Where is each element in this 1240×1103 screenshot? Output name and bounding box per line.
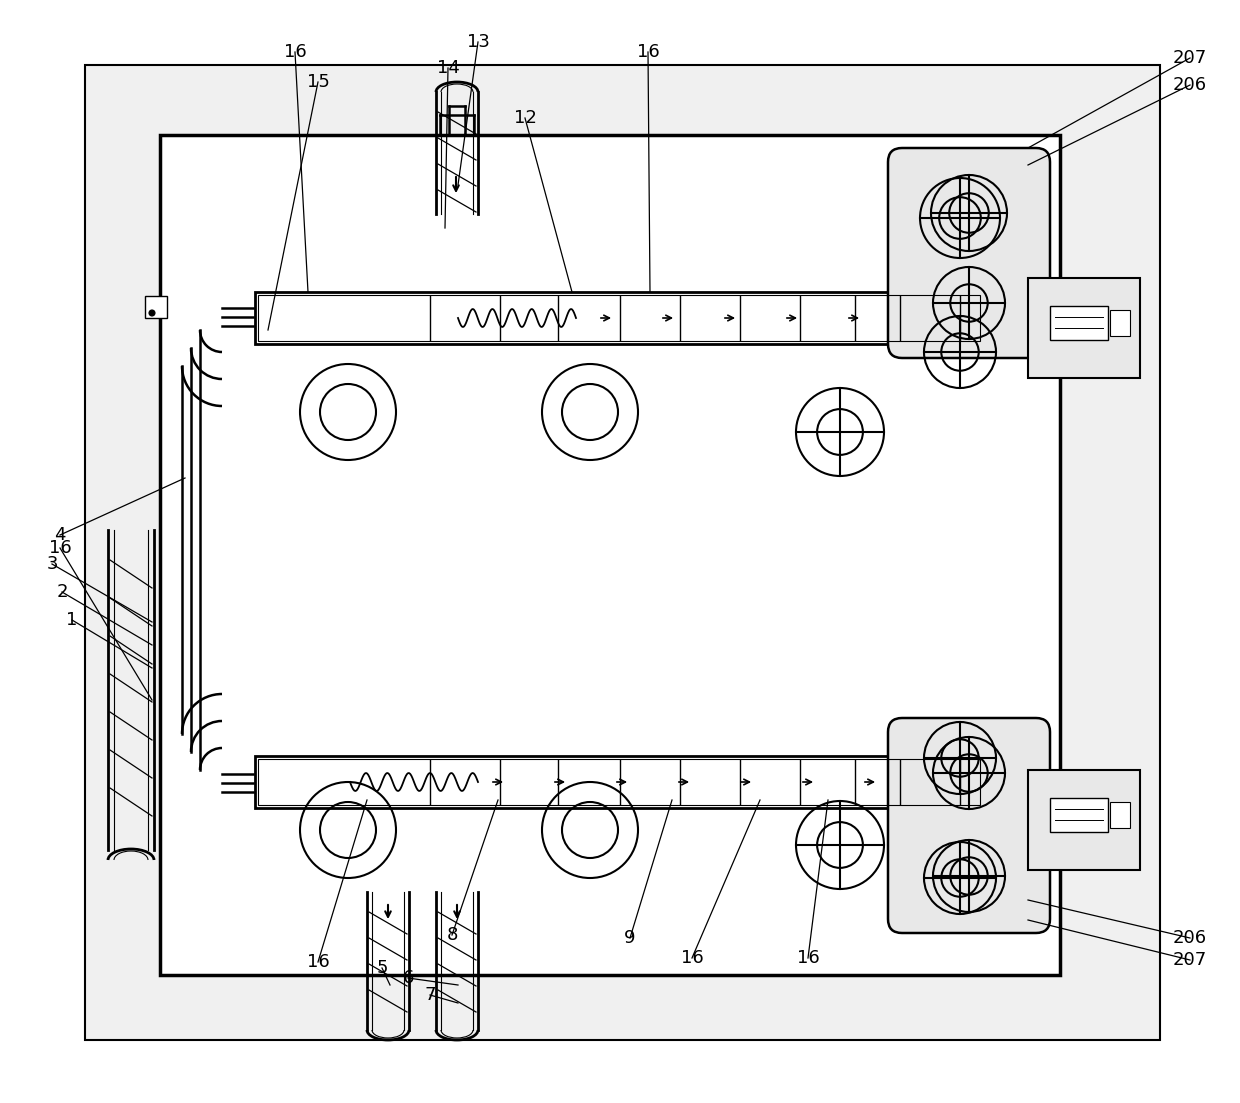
Text: 6: 6 <box>402 970 414 987</box>
Text: 16: 16 <box>796 949 820 967</box>
Bar <box>258 759 980 805</box>
Text: 5: 5 <box>376 959 388 977</box>
Text: 9: 9 <box>624 929 636 947</box>
Text: 16: 16 <box>636 43 660 61</box>
Text: 14: 14 <box>436 58 460 77</box>
Text: 15: 15 <box>306 73 330 92</box>
Text: 16: 16 <box>306 953 330 971</box>
Text: 13: 13 <box>466 33 490 51</box>
Bar <box>1050 797 1109 832</box>
FancyBboxPatch shape <box>888 148 1050 358</box>
Text: 8: 8 <box>446 927 458 944</box>
Bar <box>255 292 983 344</box>
Text: 3: 3 <box>46 555 58 572</box>
Bar <box>1050 306 1109 340</box>
Text: 16: 16 <box>284 43 306 61</box>
Bar <box>160 135 1060 975</box>
Text: 16: 16 <box>48 539 72 557</box>
Text: 206: 206 <box>1173 76 1207 94</box>
Text: 207: 207 <box>1173 49 1207 67</box>
Bar <box>258 295 980 341</box>
Bar <box>1110 802 1130 828</box>
Circle shape <box>149 310 155 315</box>
Text: 1: 1 <box>66 611 78 629</box>
Bar <box>1028 278 1140 378</box>
Bar <box>1110 310 1130 336</box>
Text: 206: 206 <box>1173 929 1207 947</box>
Bar <box>255 756 983 808</box>
Text: 207: 207 <box>1173 951 1207 970</box>
Text: 16: 16 <box>681 949 703 967</box>
Bar <box>1028 770 1140 870</box>
FancyBboxPatch shape <box>888 718 1050 933</box>
Text: 12: 12 <box>513 109 537 127</box>
Text: 4: 4 <box>55 526 66 544</box>
Bar <box>86 65 1159 1040</box>
Text: 2: 2 <box>56 583 68 601</box>
Bar <box>145 296 167 318</box>
Text: 7: 7 <box>424 986 435 1004</box>
